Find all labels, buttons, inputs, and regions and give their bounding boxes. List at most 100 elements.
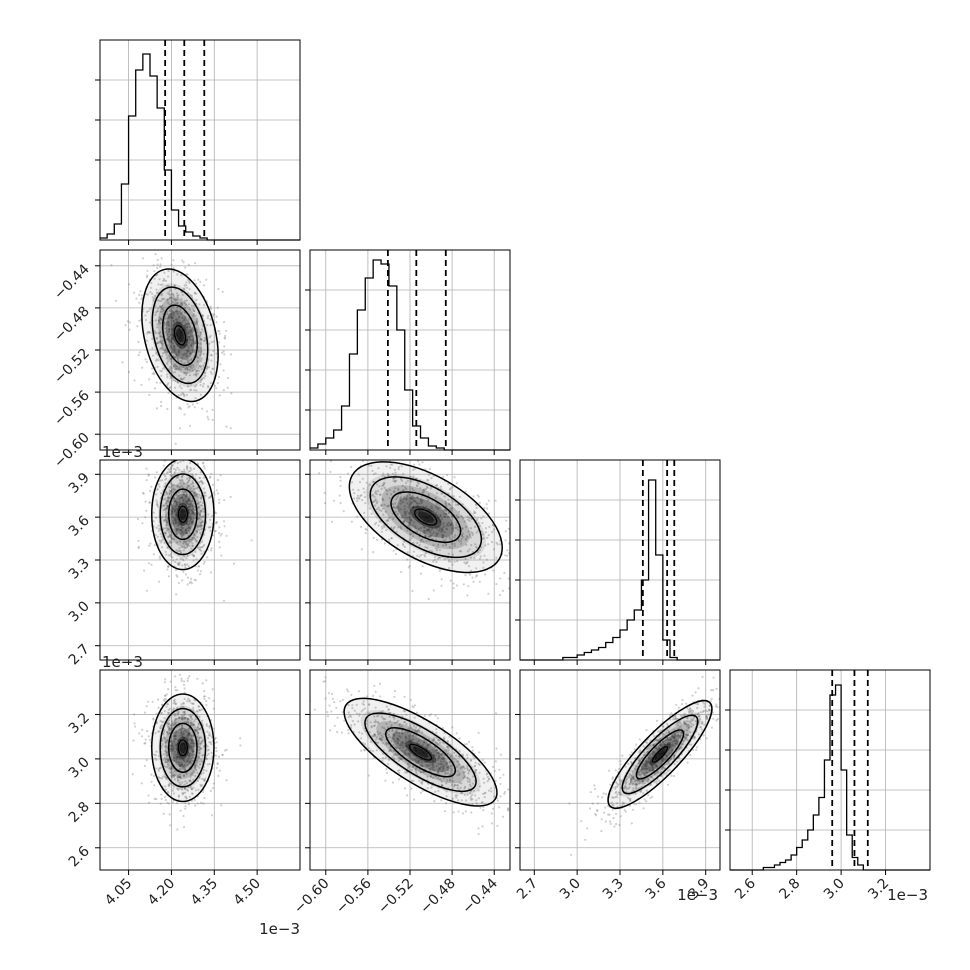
sample-point [432, 737, 436, 740]
sample-point [692, 716, 695, 719]
sample-point [196, 728, 199, 731]
sample-point [182, 791, 185, 794]
sample-point [424, 488, 427, 491]
sample-point [187, 278, 190, 281]
sample-point [159, 802, 162, 805]
sample-point [664, 758, 668, 761]
sample-point [454, 784, 457, 787]
sample-point [183, 787, 187, 790]
sample-point [176, 312, 179, 315]
sample-point [194, 341, 197, 344]
sample-point [482, 777, 485, 780]
sample-point [172, 508, 175, 511]
sample-point [156, 488, 159, 491]
sample-point [157, 524, 160, 527]
sample-point [201, 740, 204, 743]
sample-point [166, 801, 169, 804]
sample-point [173, 775, 176, 778]
sample-point [499, 593, 502, 597]
sample-point [642, 768, 645, 771]
sample-point [148, 544, 151, 547]
sample-point [421, 491, 424, 494]
sample-point [442, 756, 445, 759]
sample-point [211, 313, 214, 316]
sample-point [355, 712, 359, 715]
sample-point [181, 564, 184, 567]
sample-point [338, 494, 341, 497]
sample-point [407, 727, 410, 730]
sample-point [199, 351, 203, 354]
sample-point [396, 739, 399, 743]
sample-point [371, 469, 374, 473]
sample-point [192, 373, 196, 376]
sample-point [190, 520, 193, 524]
sample-point [187, 484, 190, 487]
sample-point [220, 453, 222, 455]
sample-point [449, 764, 453, 768]
sample-point [469, 569, 473, 572]
sample-point [194, 342, 198, 345]
sample-point [187, 406, 190, 409]
sample-point [178, 764, 182, 768]
sample-point [171, 776, 174, 779]
sample-point [114, 299, 117, 302]
sample-point [216, 762, 219, 766]
sample-point [181, 496, 184, 500]
sample-point [414, 768, 417, 771]
sample-point [443, 558, 446, 561]
sample-point [436, 544, 440, 547]
sample-point [642, 763, 645, 766]
sample-point [641, 767, 645, 770]
sample-point [186, 368, 189, 371]
sample-point [189, 760, 192, 763]
sample-point [156, 299, 159, 302]
sample-point [199, 280, 202, 283]
sample-point [600, 818, 603, 821]
sample-point [494, 499, 497, 502]
sample-point [185, 355, 188, 358]
sample-point [372, 480, 375, 484]
sample-point [171, 336, 174, 339]
sample-point [166, 292, 169, 295]
sample-point [187, 498, 190, 502]
sample-point [189, 517, 192, 521]
sample-point [225, 779, 228, 782]
sample-point [403, 451, 405, 453]
sample-point [189, 328, 192, 331]
sample-point [182, 499, 185, 502]
sample-point [188, 496, 191, 499]
sample-point [428, 525, 431, 528]
sample-point [438, 456, 440, 458]
sample-point [188, 522, 191, 525]
sample-point [179, 378, 183, 381]
sample-point [673, 756, 676, 760]
sample-point [428, 535, 431, 538]
sample-point [451, 500, 455, 503]
sample-point [447, 512, 450, 515]
sample-point [169, 782, 173, 785]
sample-point [207, 736, 210, 740]
sample-point [209, 476, 212, 479]
sample-point [229, 495, 232, 498]
sample-point [166, 506, 169, 509]
sample-point [410, 779, 413, 782]
sample-point [210, 341, 213, 344]
sample-point [210, 743, 213, 746]
sample-point [144, 358, 147, 361]
sample-point [449, 523, 452, 527]
sample-point [164, 761, 167, 764]
sample-point [182, 502, 185, 505]
sample-point [223, 337, 226, 340]
sample-point [172, 497, 175, 500]
sample-point [485, 558, 488, 561]
sample-point [435, 749, 438, 752]
sample-point [389, 748, 392, 751]
sample-point [432, 509, 435, 512]
sample-point [189, 383, 192, 386]
sample-point [481, 801, 484, 804]
sample-point [186, 502, 189, 505]
sample-point [193, 766, 196, 769]
sample-point [205, 278, 208, 281]
sample-point [167, 284, 170, 287]
sample-point [176, 485, 180, 488]
